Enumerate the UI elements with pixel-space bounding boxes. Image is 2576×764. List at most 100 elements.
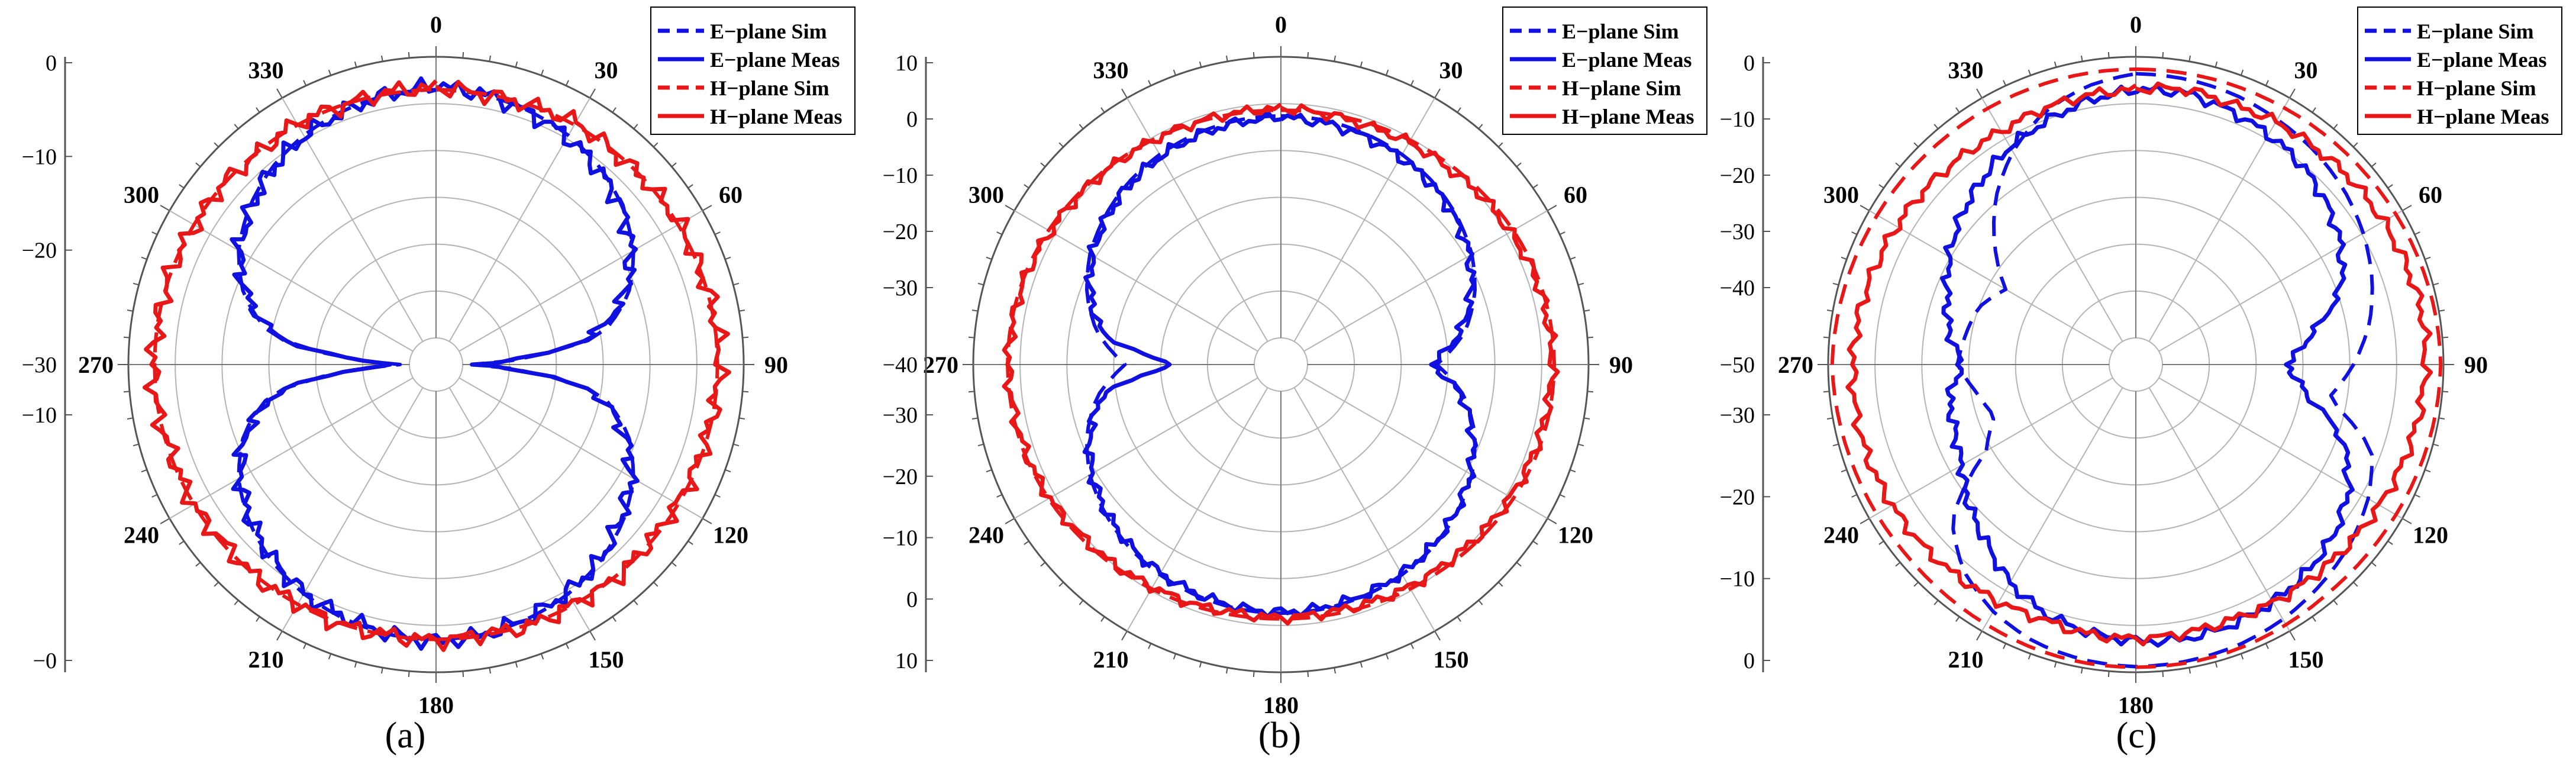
polar-tick bbox=[1225, 55, 1228, 62]
polar-tick bbox=[1559, 494, 1565, 498]
radial-tick-label: −30 bbox=[883, 403, 918, 428]
polar-tick bbox=[2387, 540, 2393, 545]
radial-tick-label: 10 bbox=[895, 51, 918, 76]
polar-tick bbox=[1334, 667, 1337, 674]
polar-tick bbox=[612, 616, 616, 622]
panel-label-c: (c) bbox=[2116, 715, 2157, 756]
angle-tick-label: 180 bbox=[2118, 692, 2154, 718]
polar-spoke bbox=[1981, 387, 2123, 631]
legend-label: E−plane Sim bbox=[2417, 20, 2534, 43]
polar-tick bbox=[1587, 391, 1594, 393]
polar-tick bbox=[1024, 540, 1029, 545]
angle-tick-label: 330 bbox=[1948, 57, 1984, 83]
polar-tick bbox=[2080, 55, 2083, 62]
polar-tick bbox=[1559, 231, 1565, 236]
polar-tick bbox=[1516, 562, 1522, 567]
polar-tick bbox=[380, 55, 383, 62]
polar-tick bbox=[127, 417, 134, 420]
polar-tick bbox=[2265, 643, 2269, 649]
polar-tick bbox=[2371, 162, 2377, 167]
polar-tick bbox=[1434, 88, 1441, 99]
polar-tick bbox=[2414, 231, 2420, 236]
polar-tick bbox=[1121, 88, 1128, 99]
polar-tick bbox=[489, 55, 492, 62]
radial-tick-label: −10 bbox=[1720, 567, 1755, 592]
polar-tick bbox=[160, 205, 170, 211]
polar-tick bbox=[1841, 256, 1847, 260]
polar-tick bbox=[276, 88, 283, 99]
polar-tick bbox=[1225, 667, 1228, 674]
polar-tick bbox=[1516, 162, 1522, 167]
angle-tick-label: 210 bbox=[248, 646, 284, 673]
radial-tick-label: −20 bbox=[1720, 485, 1755, 510]
polar-tick bbox=[1173, 69, 1177, 76]
polar-tick bbox=[1434, 630, 1441, 641]
polar-tick bbox=[1100, 616, 1105, 622]
polar-spoke bbox=[1293, 387, 1435, 631]
polar-tick bbox=[671, 162, 677, 167]
polar-tick bbox=[968, 391, 975, 393]
polar-tick bbox=[1360, 662, 1363, 668]
series-e-plane-meas bbox=[230, 76, 640, 651]
polar-tick bbox=[633, 124, 638, 130]
polar-tick bbox=[742, 336, 749, 339]
polar-tick bbox=[1079, 124, 1084, 130]
angle-tick-label: 90 bbox=[2464, 352, 2488, 378]
radial-tick-label: 10 bbox=[895, 649, 918, 673]
polar-spoke bbox=[169, 377, 414, 519]
radial-tick-label: −20 bbox=[1720, 163, 1755, 188]
radial-tick-label: −10 bbox=[883, 526, 918, 551]
polar-tick bbox=[1587, 336, 1594, 339]
polar-tick bbox=[1058, 142, 1064, 148]
polar-spoke bbox=[1869, 210, 2113, 352]
angle-tick-label: 180 bbox=[418, 692, 454, 718]
angle-tick-label: 300 bbox=[124, 182, 159, 208]
radial-tick-label: 0 bbox=[1744, 649, 1755, 673]
polar-tick bbox=[2054, 662, 2057, 668]
angle-tick-label: 30 bbox=[1439, 57, 1463, 83]
polar-spoke bbox=[1303, 210, 1548, 352]
polar-tick bbox=[1173, 653, 1177, 660]
angle-tick-label: 150 bbox=[2288, 646, 2324, 673]
polar-tick bbox=[354, 662, 357, 668]
polar-tick bbox=[738, 417, 745, 420]
radial-tick-label: −10 bbox=[883, 163, 918, 188]
polar-chart-b: 0 30 60 90 120 150 180 210 240 270 300 330 10 0 −10 −20… bbox=[883, 7, 1707, 718]
panel-label-b: (b) bbox=[1258, 715, 1301, 756]
legend-label: H−plane Meas bbox=[1562, 105, 1694, 128]
polar-tick bbox=[1457, 107, 1461, 113]
polar-spoke bbox=[169, 210, 414, 352]
polar-tick bbox=[489, 667, 492, 674]
series-h-plane-sim bbox=[1830, 67, 2443, 669]
series-h-plane-meas bbox=[1845, 81, 2433, 647]
angle-tick-label: 120 bbox=[1558, 522, 1593, 549]
legend-label: E−plane Sim bbox=[710, 20, 827, 43]
polar-tick bbox=[195, 162, 201, 167]
polar-tick bbox=[1497, 581, 1503, 587]
angle-tick-label: 270 bbox=[78, 352, 114, 378]
polar-tick bbox=[977, 443, 984, 447]
polar-tick bbox=[687, 540, 693, 545]
polar-tick bbox=[2162, 51, 2164, 59]
angle-tick-label: 240 bbox=[124, 522, 159, 549]
polar-spoke bbox=[1869, 377, 2113, 519]
radial-tick-label: −20 bbox=[883, 220, 918, 244]
polar-tick bbox=[1976, 88, 1983, 99]
legend-box bbox=[650, 7, 856, 135]
polar-tick bbox=[1851, 494, 1858, 498]
polar-tick bbox=[2425, 469, 2431, 473]
angle-tick-label: 30 bbox=[595, 57, 618, 83]
polar-spoke bbox=[1981, 98, 2123, 342]
polar-tick bbox=[2028, 69, 2032, 76]
polar-tick bbox=[565, 80, 569, 86]
angle-tick-label: 180 bbox=[1263, 692, 1299, 718]
polar-tick bbox=[687, 184, 693, 189]
polar-tick bbox=[2289, 630, 2296, 641]
polar-tick bbox=[1913, 142, 1919, 148]
polar-tick bbox=[1385, 653, 1389, 660]
angle-tick-label: 90 bbox=[1609, 352, 1633, 378]
polar-tick bbox=[1040, 562, 1046, 567]
polar-spoke bbox=[2148, 387, 2290, 631]
radial-tick-label: −30 bbox=[1720, 403, 1755, 428]
